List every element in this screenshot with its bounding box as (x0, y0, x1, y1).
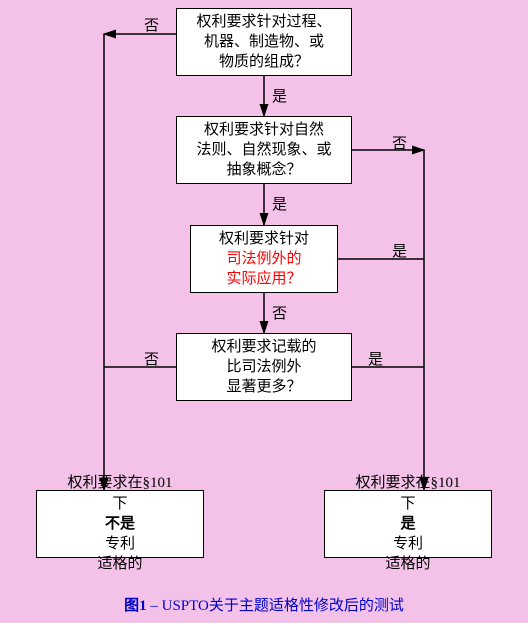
figure-caption: 图1 – USPTO关于主题适格性修改后的测试 (0, 594, 528, 615)
edge-label-q1_no: 否 (144, 14, 159, 35)
edge-label-q3_no: 否 (272, 302, 287, 323)
edge-label-q2_no: 否 (392, 132, 407, 153)
edge-label-q4_no: 否 (144, 348, 159, 369)
edge-label-q1_yes: 是 (272, 85, 287, 106)
node-q1: 权利要求针对过程、机器、制造物、或物质的组成？ (176, 8, 352, 76)
node-q3: 权利要求针对司法例外的实际应用？ (190, 225, 338, 293)
node-r_no: 权利要求在§101下不是专利适格的 (36, 490, 204, 558)
flowchart-canvas: 权利要求针对过程、机器、制造物、或物质的组成？ 权利要求针对自然法则、自然现象、或… (0, 0, 528, 623)
node-q2: 权利要求针对自然法则、自然现象、或抽象概念？ (176, 116, 352, 184)
edge-label-q2_yes: 是 (272, 193, 287, 214)
node-r_yes: 权利要求在§101下是专利适格的 (324, 490, 492, 558)
node-q4: 权利要求记载的比司法例外显著更多？ (176, 333, 352, 401)
edge-label-q3_yes: 是 (392, 240, 407, 261)
edge-label-q4_yes: 是 (368, 348, 383, 369)
